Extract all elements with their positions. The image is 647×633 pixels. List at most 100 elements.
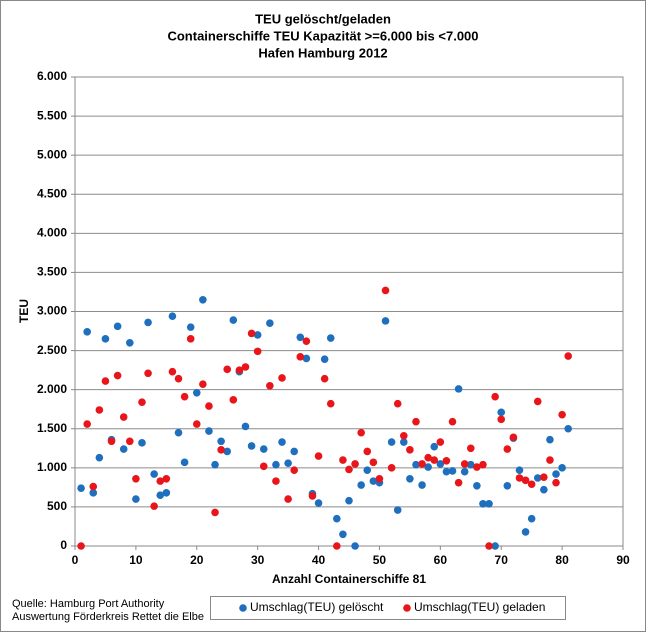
point — [150, 470, 158, 478]
point — [314, 499, 323, 507]
point — [266, 319, 274, 328]
point — [314, 452, 323, 460]
point — [168, 367, 177, 376]
point — [302, 354, 311, 363]
point — [308, 492, 317, 500]
point — [241, 422, 250, 431]
point — [126, 437, 134, 446]
y-axis-label: TEU — [17, 299, 31, 323]
point — [144, 318, 152, 327]
point — [326, 399, 335, 408]
point — [77, 542, 85, 550]
y-tick-label: 2.500 — [37, 343, 67, 357]
point — [168, 312, 177, 320]
point — [101, 377, 110, 385]
point — [345, 465, 353, 474]
chart-title: Hafen Hamburg 2012 — [258, 45, 387, 60]
point — [460, 467, 469, 476]
point — [302, 337, 311, 346]
point — [393, 506, 402, 514]
point — [552, 470, 560, 478]
y-tick-label: 5.500 — [37, 108, 67, 122]
point — [466, 460, 475, 469]
x-tick-label: 0 — [72, 553, 79, 567]
x-tick-label: 90 — [616, 553, 630, 567]
legend-label: Umschlag(TEU) gelöscht — [250, 600, 384, 614]
point — [412, 460, 420, 469]
point — [558, 410, 566, 419]
point — [497, 415, 506, 424]
point — [424, 463, 432, 471]
point — [126, 338, 134, 347]
point — [339, 530, 347, 539]
point — [515, 466, 524, 474]
point — [83, 420, 91, 428]
point — [119, 413, 128, 421]
point — [448, 467, 457, 475]
chart-title: Containerschiffe TEU Kapazität >=6.000 b… — [167, 28, 478, 43]
y-tick-label: 6.000 — [37, 69, 67, 83]
point — [540, 485, 548, 494]
point — [211, 460, 219, 469]
point — [527, 514, 536, 523]
point — [454, 478, 463, 487]
x-tick-label: 20 — [190, 553, 204, 567]
point — [205, 427, 213, 435]
point — [448, 417, 457, 426]
legend-marker — [403, 604, 411, 612]
point — [253, 347, 262, 356]
x-tick-label: 70 — [495, 553, 509, 567]
point — [491, 542, 499, 550]
point — [369, 477, 378, 485]
y-tick-label: 2.000 — [37, 382, 67, 396]
point — [138, 398, 146, 406]
point — [199, 295, 207, 304]
y-tick-label: 3.500 — [37, 265, 67, 279]
point — [138, 439, 146, 447]
point — [174, 428, 183, 437]
point — [199, 380, 207, 388]
point — [211, 508, 219, 517]
point — [418, 481, 426, 489]
point — [479, 499, 487, 508]
point — [284, 459, 292, 467]
point — [192, 388, 201, 397]
point — [272, 460, 280, 469]
x-tick-label: 60 — [434, 553, 448, 567]
y-tick-label: 4.500 — [37, 186, 67, 200]
point — [485, 499, 493, 508]
x-tick-label: 50 — [373, 553, 387, 567]
point — [156, 491, 165, 499]
point — [217, 446, 225, 454]
point — [466, 444, 475, 453]
point — [387, 464, 396, 472]
point — [95, 406, 104, 414]
point — [235, 366, 244, 374]
point — [400, 431, 408, 440]
source: Quelle: Hamburg Port Authority — [12, 598, 165, 610]
point — [290, 447, 299, 456]
point — [442, 467, 451, 476]
point — [162, 474, 171, 483]
point — [113, 371, 122, 380]
point — [290, 466, 299, 474]
point — [174, 374, 183, 383]
x-tick-label: 80 — [555, 553, 569, 567]
point — [363, 466, 372, 474]
point — [393, 399, 402, 408]
y-tick-label: 5.000 — [37, 147, 67, 161]
point — [326, 334, 335, 342]
plot-frame — [74, 76, 624, 547]
point — [546, 456, 554, 464]
point — [217, 437, 225, 446]
point — [186, 335, 195, 343]
point — [552, 478, 560, 487]
point — [278, 438, 286, 446]
point — [247, 329, 256, 338]
point — [497, 408, 506, 417]
x-axis-label: Anzahl Containerschiffe 81 — [272, 572, 426, 586]
point — [241, 363, 250, 371]
point — [180, 392, 189, 401]
x-tick-label: 40 — [312, 553, 326, 567]
